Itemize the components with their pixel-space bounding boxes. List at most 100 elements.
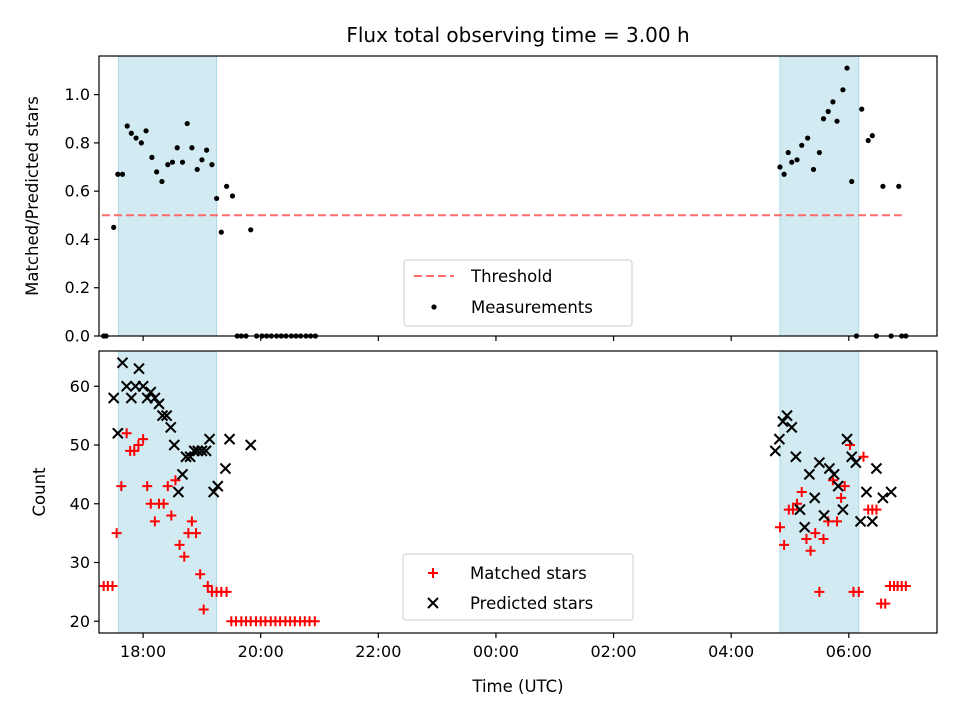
- data-point-matched: [111, 528, 122, 539]
- data-point-predicted: [790, 451, 802, 463]
- data-point-predicted: [818, 509, 830, 522]
- data-point-predicted: [866, 515, 879, 528]
- data-point-measurement: [204, 147, 210, 153]
- data-point-predicted: [180, 451, 192, 463]
- legend-measurement-label: Measurements: [471, 298, 593, 317]
- data-point-predicted: [125, 392, 138, 404]
- data-point-measurement: [128, 130, 134, 136]
- data-point-measurement: [184, 120, 190, 127]
- legend-top: Threshold Measurements: [403, 259, 633, 327]
- data-point-predicted: [203, 433, 216, 445]
- data-point-matched: [836, 492, 847, 503]
- data-point-matched: [170, 475, 181, 486]
- data-point-predicted: [165, 421, 177, 434]
- data-point-matched: [796, 487, 807, 497]
- data-point-matched: [198, 604, 209, 615]
- data-point-predicted: [112, 427, 124, 439]
- data-point-measurement: [154, 169, 160, 175]
- data-point-measurement: [810, 166, 817, 173]
- data-point-measurement: [214, 195, 220, 202]
- x-tick-label: 18:00: [120, 642, 166, 661]
- data-point-measurement: [865, 137, 871, 144]
- data-point-matched: [179, 551, 190, 562]
- legend-predicted-label: Predicted stars: [470, 594, 593, 613]
- data-point-predicted: [885, 486, 897, 498]
- data-point-measurement: [149, 154, 155, 160]
- legend-threshold-label: Threshold: [470, 267, 552, 286]
- data-point-predicted: [860, 486, 873, 498]
- y-tick-label: 30: [70, 553, 90, 572]
- data-point-predicted: [196, 445, 208, 457]
- data-point-measurement: [209, 162, 215, 168]
- data-point-measurement: [805, 135, 811, 141]
- data-point-measurement: [124, 123, 130, 129]
- y-tick-label: 1.0: [65, 85, 90, 104]
- data-point-matched: [779, 539, 790, 550]
- data-point-matched: [801, 534, 812, 544]
- data-point-matched: [162, 481, 173, 492]
- legend-matched-swatch: [428, 568, 438, 578]
- data-point-predicted: [841, 433, 853, 445]
- data-point-matched: [787, 504, 798, 515]
- x-tick-label: 20:00: [238, 642, 284, 661]
- x-tick-label: 06:00: [826, 642, 872, 661]
- y-tick-label: 0.6: [65, 182, 90, 201]
- data-point-predicted: [803, 468, 816, 481]
- plot-frame: [98, 350, 938, 634]
- data-point-measurement: [799, 142, 805, 148]
- data-point-predicted: [832, 480, 844, 492]
- data-point-predicted: [794, 503, 806, 516]
- data-point-predicted: [769, 445, 781, 457]
- data-point-matched: [202, 581, 213, 591]
- data-point-matched: [805, 545, 816, 556]
- data-point-measurement: [825, 108, 831, 115]
- data-point-measurement: [834, 118, 840, 124]
- xlabel-time: Time (UTC): [471, 677, 563, 696]
- data-point-predicted: [200, 445, 212, 457]
- data-point-measurement: [844, 65, 850, 71]
- x-tick-label: 22:00: [355, 642, 401, 661]
- y-tick-label: 40: [70, 494, 90, 513]
- data-point-measurement: [789, 159, 795, 165]
- data-point-measurement: [159, 178, 165, 185]
- ylabel-count: Count: [30, 467, 49, 517]
- legend-predicted-swatch: [427, 597, 439, 609]
- data-point-matched: [818, 534, 829, 544]
- data-point-measurement: [830, 99, 836, 105]
- x-tick-label: 02:00: [591, 642, 637, 661]
- data-point-matched: [823, 516, 834, 527]
- data-point-predicted: [153, 398, 165, 410]
- ylabel-ratio: Matched/Predicted stars: [23, 96, 42, 296]
- data-point-predicted: [837, 503, 849, 516]
- data-point-predicted: [192, 445, 204, 457]
- data-point-measurement: [896, 183, 902, 189]
- data-point-measurement: [248, 227, 254, 233]
- data-point-predicted: [207, 486, 220, 498]
- data-point-predicted: [168, 439, 180, 451]
- data-point-matched: [814, 586, 825, 597]
- data-point-predicted: [219, 462, 232, 475]
- data-point-matched: [858, 451, 869, 462]
- data-point-measurement: [777, 164, 783, 170]
- x-tick-label: 00:00: [473, 642, 519, 661]
- legend-bottom: Matched stars Predicted stars: [402, 553, 634, 621]
- data-point-predicted: [846, 451, 858, 463]
- data-point-measurement: [169, 159, 176, 165]
- highlight-span: [779, 55, 860, 337]
- data-point-predicted: [212, 480, 224, 492]
- data-point-measurement: [194, 166, 200, 173]
- data-point-matched: [880, 598, 891, 609]
- data-point-predicted: [781, 409, 793, 422]
- data-point-measurement: [179, 159, 186, 165]
- x-tick-label: 04:00: [708, 642, 754, 661]
- data-point-measurement: [111, 224, 117, 230]
- data-point-predicted: [145, 386, 157, 398]
- data-point-matched: [774, 522, 785, 533]
- data-point-predicted: [107, 392, 120, 404]
- data-point-matched: [158, 498, 169, 509]
- data-point-predicted: [786, 421, 798, 434]
- data-point-matched: [138, 434, 149, 445]
- plot-frame: [98, 55, 938, 337]
- data-point-matched: [309, 616, 320, 627]
